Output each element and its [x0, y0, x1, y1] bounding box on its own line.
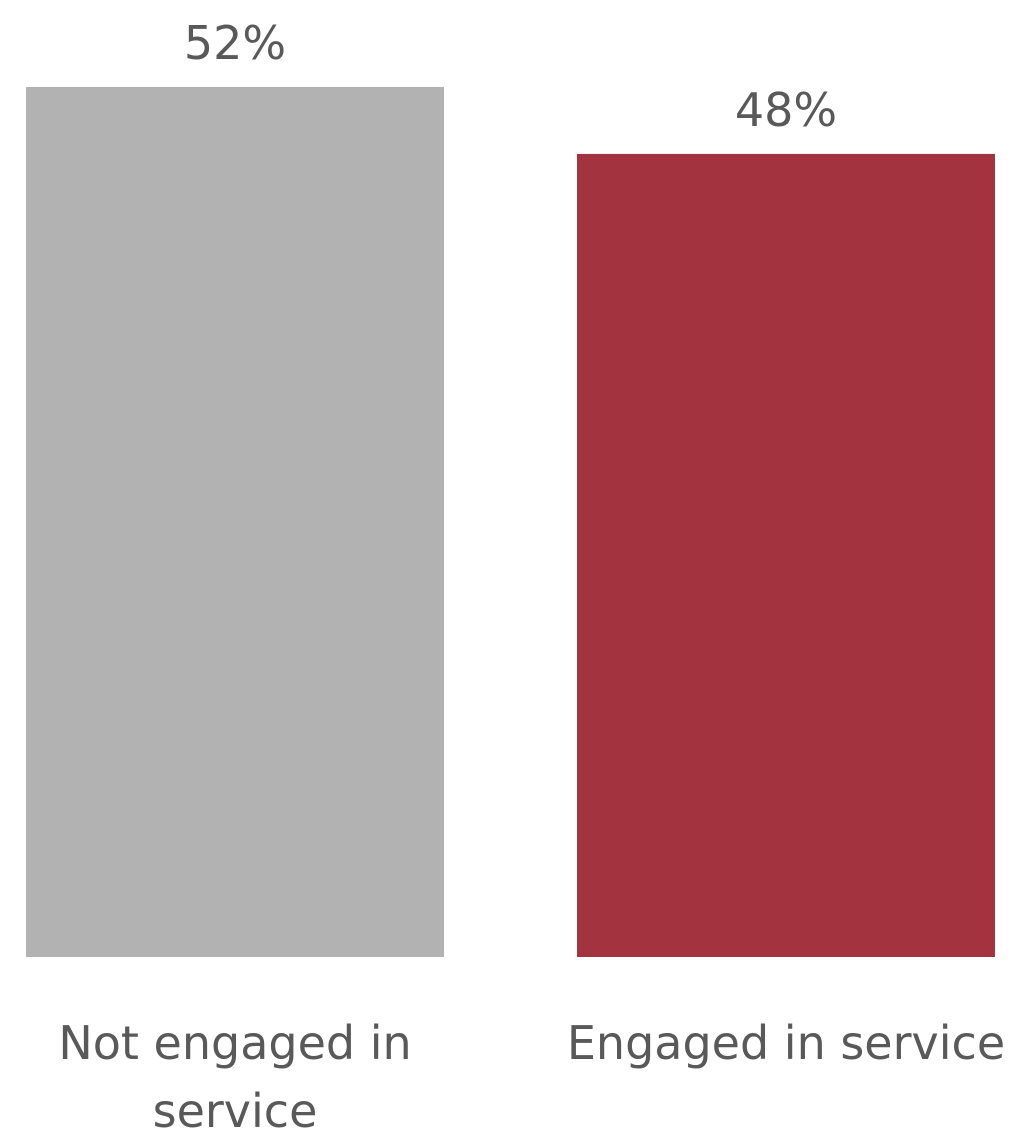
category-labels-group: Not engaged in service Engaged in service: [58, 1016, 1005, 1138]
category-label-line: Engaged in service: [567, 1016, 1005, 1070]
bar-2: [577, 153, 995, 957]
bars-group: [26, 87, 995, 957]
value-label-2: 48%: [735, 83, 837, 137]
category-label-line: service: [153, 1084, 318, 1138]
category-label-2: Engaged in service: [567, 1016, 1005, 1070]
bar-1: [26, 87, 444, 957]
value-labels-group: 52% 48%: [184, 16, 837, 137]
category-label-line: Not engaged in: [58, 1016, 411, 1070]
category-label-1: Not engaged in service: [58, 1016, 411, 1138]
value-label-1: 52%: [184, 16, 286, 70]
